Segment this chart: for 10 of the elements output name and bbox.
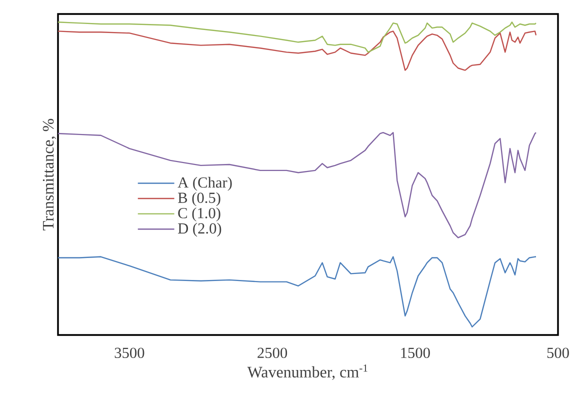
x-tick-label: 500 bbox=[547, 348, 569, 358]
x-tick-label: 3500 bbox=[114, 348, 144, 358]
legend-label: A (Char) bbox=[178, 176, 232, 191]
x-tick-label: 2500 bbox=[258, 348, 288, 358]
x-axis-title: Wavenumber, cm$^{-1}$ bbox=[247, 364, 368, 380]
legend-label: D (2.0) bbox=[178, 222, 222, 237]
y-axis-title: Transmittance, % bbox=[42, 118, 56, 230]
x-tick-label: 1500 bbox=[401, 348, 430, 358]
legend-label: C (1.0) bbox=[178, 208, 220, 222]
legend-label: B (0.5) bbox=[178, 192, 220, 206]
